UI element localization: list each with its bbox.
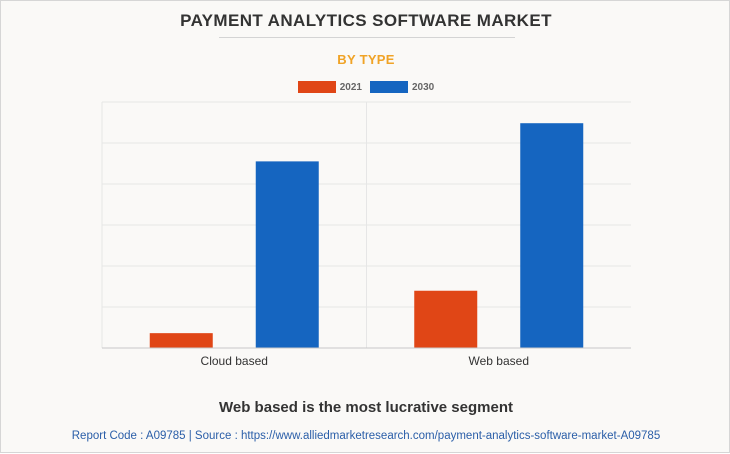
report-source-line: Report Code : A09785 | Source : https://… <box>71 430 661 442</box>
chart-title: PAYMENT ANALYTICS SOFTWARE MARKET <box>180 11 552 30</box>
bar-2021-web-based[interactable] <box>414 290 478 348</box>
bar-2030-cloud-based[interactable] <box>255 161 319 348</box>
segment-insight-heading: Web based is the most lucrative segment <box>219 399 513 416</box>
legend-item-2030[interactable]: 2030 <box>370 81 434 93</box>
chart-subtitle: BY TYPE <box>337 52 395 67</box>
x-tick-label: Web based <box>469 354 530 368</box>
legend-label-2030: 2030 <box>412 81 435 93</box>
legend-swatch-2030 <box>370 81 408 93</box>
legend-label-2021: 2021 <box>339 81 362 93</box>
bars <box>149 123 584 348</box>
x-tick-labels: Cloud based Web based <box>201 354 529 368</box>
x-tick-label: Cloud based <box>201 354 268 368</box>
bar-2021-cloud-based[interactable] <box>149 333 213 348</box>
title-divider <box>219 37 515 38</box>
chart-legend: 2021 2030 <box>1 81 730 93</box>
bar-2030-web-based[interactable] <box>520 123 584 348</box>
legend-item-2021[interactable]: 2021 <box>297 81 362 93</box>
legend-swatch-2021 <box>297 81 336 93</box>
